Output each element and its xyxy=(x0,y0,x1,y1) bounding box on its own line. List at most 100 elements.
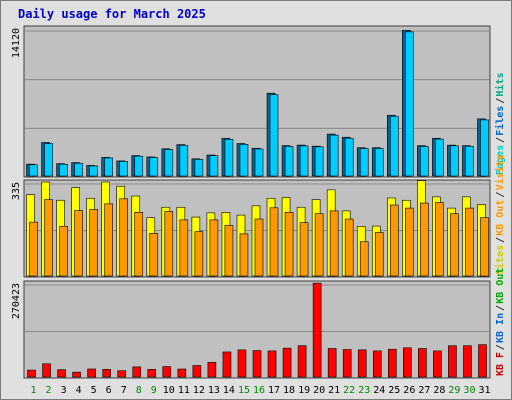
bar-kbf-7 xyxy=(117,370,127,378)
bar-visits-14 xyxy=(224,225,234,277)
bar-files-5 xyxy=(89,165,98,177)
legend-top-4: Hits xyxy=(494,73,506,97)
bar-files-4 xyxy=(74,162,83,177)
bar-visits-2 xyxy=(44,199,53,277)
bar-kbf-29 xyxy=(448,345,457,378)
bar-visits-22 xyxy=(344,218,354,277)
bar-kbf-5 xyxy=(87,368,96,378)
bar-files-15 xyxy=(239,144,249,177)
bar-kbf-25 xyxy=(387,348,397,378)
legend-bottom-0: KB F xyxy=(495,352,506,376)
bar-files-7 xyxy=(119,161,129,177)
bar-visits-19 xyxy=(299,222,309,277)
day-label-13: 13 xyxy=(208,385,220,396)
bar-files-31 xyxy=(480,119,489,177)
day-label-23: 23 xyxy=(358,385,370,396)
bar-visits-31 xyxy=(480,217,489,277)
day-label-24: 24 xyxy=(373,385,385,396)
legend-top-2: Files xyxy=(494,106,506,136)
day-label-19: 19 xyxy=(298,385,310,396)
bar-kbf-16 xyxy=(252,350,262,378)
bar-kbf-14 xyxy=(222,351,232,378)
day-label-14: 14 xyxy=(223,385,235,396)
day-label-27: 27 xyxy=(418,385,430,396)
bar-visits-29 xyxy=(450,213,459,277)
bar-files-8 xyxy=(134,155,144,177)
day-label-1: 1 xyxy=(31,385,37,396)
bar-kbf-26 xyxy=(403,347,412,378)
legend-middle-4: Visits xyxy=(494,154,506,190)
bar-visits-8 xyxy=(134,212,144,277)
bar-visits-12 xyxy=(194,231,204,277)
bar-visits-15 xyxy=(239,233,249,277)
bar-files-19 xyxy=(299,145,309,177)
bar-kbf-2 xyxy=(42,363,51,378)
day-label-7: 7 xyxy=(121,385,127,396)
day-label-29: 29 xyxy=(448,385,460,396)
bar-visits-17 xyxy=(269,207,279,277)
bar-files-10 xyxy=(164,149,174,177)
bar-kbf-17 xyxy=(267,350,277,378)
bar-files-12 xyxy=(194,159,204,177)
day-label-17: 17 xyxy=(268,385,280,396)
bar-kbf-21 xyxy=(327,348,337,378)
legend-top-0: Pages xyxy=(495,145,506,175)
day-label-8: 8 xyxy=(136,385,142,396)
day-label-21: 21 xyxy=(328,385,340,396)
bar-files-14 xyxy=(224,139,234,177)
day-label-25: 25 xyxy=(388,385,400,396)
bar-visits-1 xyxy=(29,221,38,277)
bar-files-1 xyxy=(29,164,38,177)
bar-kbf-30 xyxy=(463,345,472,378)
bar-visits-23 xyxy=(359,241,369,277)
day-label-20: 20 xyxy=(313,385,325,396)
legend-middle-0: Sites xyxy=(494,245,506,275)
bar-kbf-9 xyxy=(147,369,157,378)
bar-files-24 xyxy=(374,148,384,177)
page-title: Daily usage for March 2025 xyxy=(18,7,206,21)
bar-files-6 xyxy=(104,157,113,177)
day-label-5: 5 xyxy=(91,385,97,396)
bar-visits-25 xyxy=(389,204,399,277)
bar-kbf-27 xyxy=(418,348,427,378)
y-max-label: 335 xyxy=(11,182,22,200)
y-max-label: 14120 xyxy=(11,28,22,58)
bar-files-9 xyxy=(149,157,159,177)
y-max-label: 270423 xyxy=(11,283,22,319)
bar-kbf-15 xyxy=(237,349,247,378)
bar-files-23 xyxy=(359,148,369,177)
day-label-10: 10 xyxy=(163,385,175,396)
bar-visits-18 xyxy=(284,212,294,277)
day-label-4: 4 xyxy=(76,385,82,396)
bar-visits-5 xyxy=(89,209,98,277)
bar-visits-3 xyxy=(59,226,68,277)
day-label-9: 9 xyxy=(151,385,157,396)
day-label-18: 18 xyxy=(283,385,295,396)
bar-visits-6 xyxy=(104,203,113,277)
bar-visits-26 xyxy=(405,207,414,277)
bar-kbf-19 xyxy=(297,345,307,378)
bar-kbf-11 xyxy=(177,368,187,378)
bar-files-27 xyxy=(420,146,429,177)
bar-visits-9 xyxy=(149,233,159,277)
legend-middle-2: KB Out xyxy=(495,200,506,236)
bar-visits-21 xyxy=(329,210,339,277)
bar-kbf-23 xyxy=(357,349,367,378)
legend-bottom-3: / xyxy=(495,305,506,311)
day-label-3: 3 xyxy=(61,385,67,396)
legend-top-1: / xyxy=(495,137,506,143)
legend-middle-3: / xyxy=(495,192,506,198)
bar-visits-13 xyxy=(209,219,219,277)
day-label-31: 31 xyxy=(478,385,490,396)
day-label-28: 28 xyxy=(433,385,445,396)
bar-files-22 xyxy=(344,137,354,177)
day-label-15: 15 xyxy=(238,385,250,396)
bar-visits-11 xyxy=(179,219,189,277)
day-label-6: 6 xyxy=(106,385,112,396)
bar-kbf-13 xyxy=(207,362,217,378)
bar-files-25 xyxy=(389,115,399,177)
bar-files-17 xyxy=(269,94,279,177)
day-label-2: 2 xyxy=(46,385,52,396)
bar-files-30 xyxy=(465,145,474,177)
bar-visits-27 xyxy=(420,202,429,277)
